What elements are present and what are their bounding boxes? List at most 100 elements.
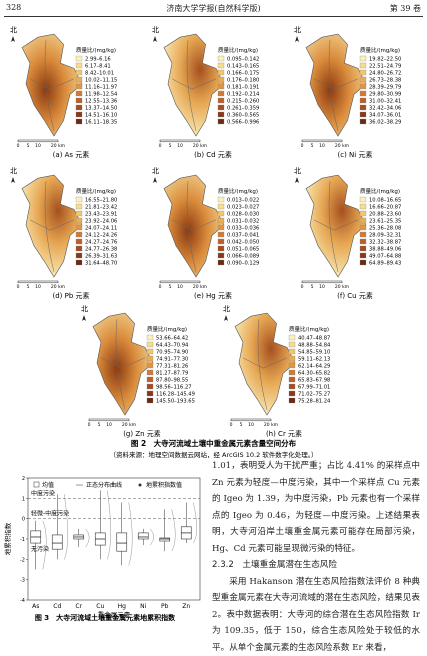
north-label: 北 (152, 167, 159, 175)
body-text: 1.01，表明受人为干扰严重；占比 4.41% 的采样点中 Zn 元素为轻度—中… (212, 458, 420, 656)
scale-label: 20 km (122, 422, 136, 428)
scale-bar (89, 419, 129, 421)
legend-label: 0.033–0.036 (227, 225, 259, 231)
legend-swatch (76, 253, 82, 258)
legend-swatch (218, 232, 224, 237)
legend-title: 质量比/(mg/kg) (289, 325, 329, 333)
legend-title: 质量比/(mg/kg) (360, 46, 400, 54)
scale-label: 10 (35, 143, 41, 149)
north-arrow (153, 36, 157, 42)
legend-label: 24.07–24.11 (85, 225, 117, 231)
north-label: 北 (10, 26, 17, 34)
legend-label: 24.80–26.72 (369, 70, 401, 76)
legend-label: 64.30–65.82 (298, 370, 330, 376)
x-tick-label: Cd (53, 603, 61, 610)
scale-label: 5 (27, 284, 30, 290)
legend-title: 质量比/(mg/kg) (147, 325, 187, 333)
legend-swatch (34, 482, 39, 487)
legend-label: 0.028–0.030 (227, 211, 259, 217)
legend-label: 59.11–62.13 (298, 356, 330, 362)
legend-label: 53.66–64.42 (156, 335, 188, 341)
normal-curve (129, 502, 133, 565)
legend-swatch (147, 349, 153, 354)
legend-label: 40.47–48.87 (298, 335, 330, 341)
scale-label: 5 (240, 422, 243, 428)
legend-swatch (360, 77, 366, 82)
legend-swatch (76, 204, 82, 209)
map-region (306, 175, 366, 277)
legend-label: 21.81–23.42 (85, 204, 117, 210)
legend-swatch (218, 225, 224, 230)
legend-swatch (147, 356, 153, 361)
north-label: 北 (294, 167, 301, 175)
x-tick-label: Cu (96, 603, 104, 610)
legend-swatch (218, 260, 224, 265)
legend-swatch (147, 342, 153, 347)
legend-label: 0.176–0.180 (227, 77, 259, 83)
scale-label: 5 (169, 284, 172, 290)
legend-label: 0.095–0.142 (227, 56, 259, 62)
legend-swatch (360, 119, 366, 124)
legend-label: 75.28–81.24 (298, 398, 331, 404)
legend-swatch (360, 84, 366, 89)
scale-label: 5 (169, 143, 172, 149)
legend-label: 77.31–81.26 (156, 363, 188, 369)
legend-label: 10.02–11.15 (85, 77, 117, 83)
legend-label: 24.77–26.38 (85, 246, 117, 252)
legend-label: 28.09–32.31 (369, 232, 401, 238)
scale-label: 20 km (193, 284, 207, 290)
scale-label: 20 km (193, 143, 207, 149)
legend-swatch (76, 63, 82, 68)
legend-swatch (218, 63, 224, 68)
legend-label: 67.99–71.01 (298, 384, 330, 390)
legend-label: 24.12–24.26 (85, 232, 117, 238)
legend-swatch (76, 218, 82, 223)
legend-label: 28.39–29.79 (369, 84, 401, 90)
legend-label: 0.166–0.175 (227, 70, 259, 76)
legend-label: 2.99–6.16 (85, 56, 111, 62)
legend-label: 11.16–11.97 (85, 84, 117, 90)
normal-curve (172, 509, 176, 551)
box (160, 538, 170, 541)
legend-swatch (147, 370, 153, 375)
legend-label: 23.61–25.35 (369, 218, 401, 224)
level-label: 轻微-中度污染 (31, 510, 69, 518)
legend-swatch (147, 398, 153, 403)
legend-swatch (76, 98, 82, 103)
legend-label: 34.07–36.01 (369, 112, 401, 118)
legend-label: 116.28–145.49 (156, 391, 195, 397)
normal-curve (150, 529, 154, 545)
legend-label: 0.215–0.260 (227, 98, 259, 104)
legend-label: 81.27–87.79 (156, 370, 188, 376)
legend-label: 0.031–0.032 (227, 218, 259, 224)
legend-swatch (360, 260, 366, 265)
legend-label: 64.89–89.43 (369, 260, 401, 266)
scale-label: 5 (98, 422, 101, 428)
legend-label: 13.37–14.50 (85, 105, 117, 111)
scale-label: 10 (106, 422, 112, 428)
map-region (164, 175, 224, 277)
paragraph: 1.01，表明受人为干扰严重；占比 4.41% 的采样点中 Zn 元素为轻度—中… (212, 458, 420, 557)
legend-swatch (289, 384, 295, 389)
legend-label: 23.92–24.06 (85, 218, 117, 224)
box (117, 533, 127, 551)
legend-label: 71.02–75.27 (298, 391, 330, 397)
y-tick-label: -2 (20, 557, 25, 563)
north-label: 北 (152, 26, 159, 34)
legend-label: 0.037–0.041 (227, 232, 259, 238)
legend-label: 0.566–0.996 (227, 119, 259, 125)
legend-swatch (218, 70, 224, 75)
scale-label: 10 (319, 284, 325, 290)
legend-label: 49.07–64.88 (369, 253, 401, 259)
legend-swatch (76, 56, 82, 61)
legend-label: 87.80–98.55 (156, 377, 188, 383)
legend-swatch (218, 77, 224, 82)
legend-swatch (76, 112, 82, 117)
legend-swatch (218, 91, 224, 96)
x-tick-label: Zn (182, 603, 190, 610)
legend-label: 0.181–0.191 (227, 84, 259, 90)
legend-swatch (218, 197, 224, 202)
normal-curve (107, 490, 111, 559)
north-arrow (82, 315, 86, 321)
